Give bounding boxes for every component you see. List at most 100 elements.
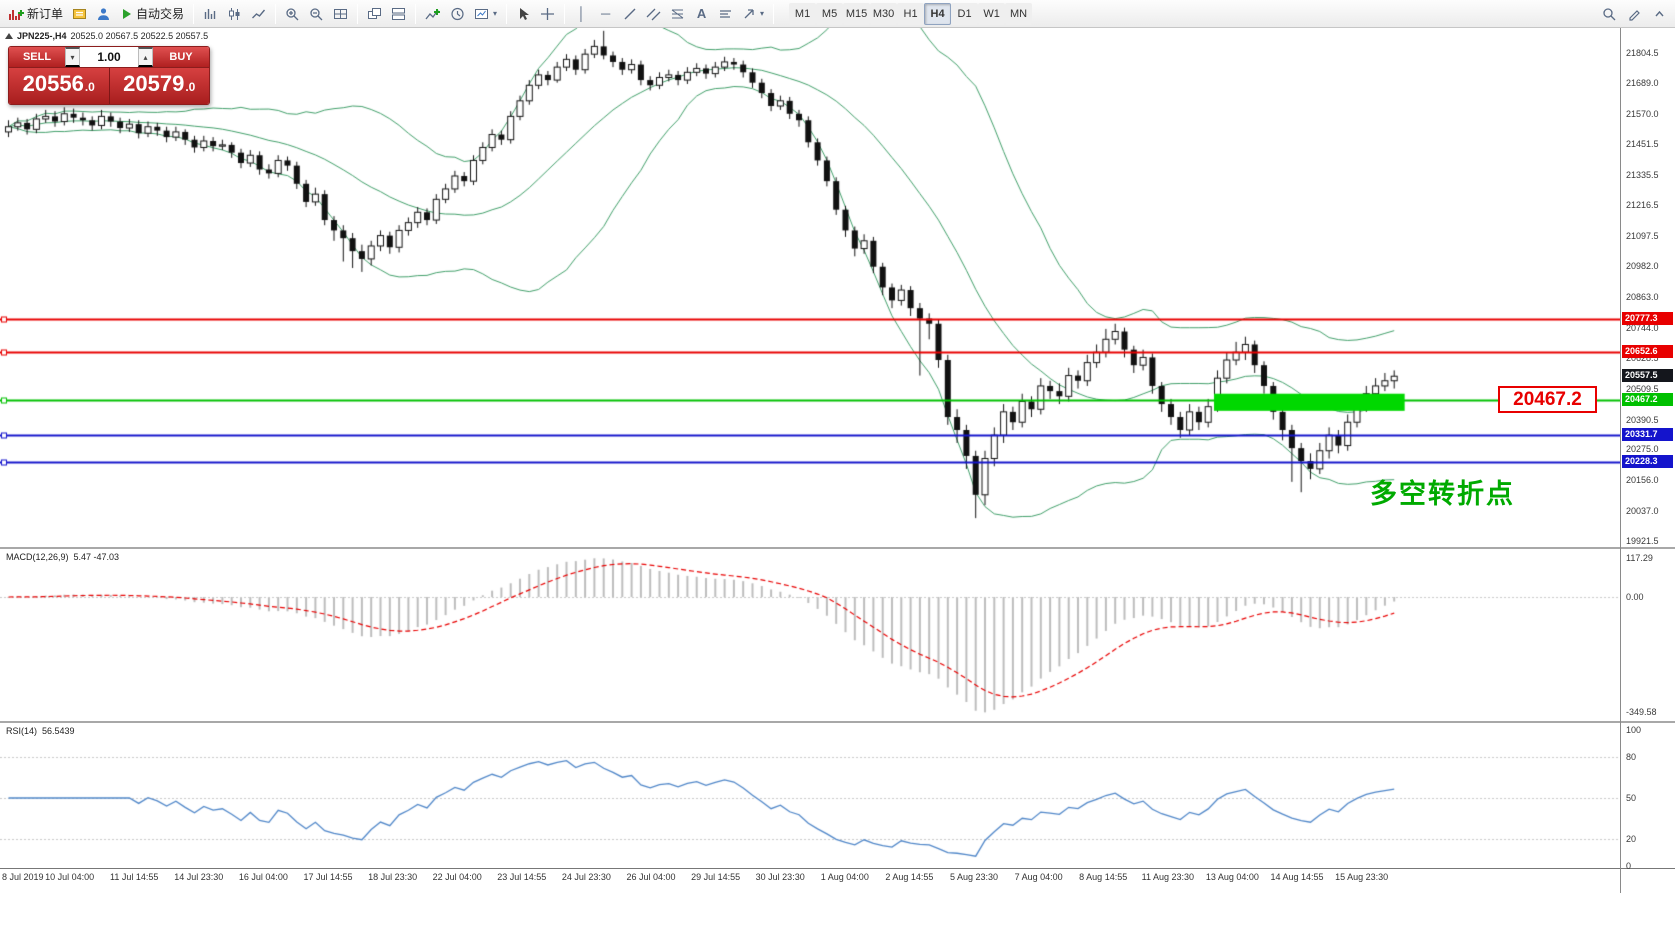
cycles-button[interactable] <box>446 2 469 25</box>
cursor-icon <box>520 7 530 20</box>
macd-panel-canvas[interactable] <box>0 549 1620 721</box>
price-tick-label: 21216.5 <box>1626 200 1659 211</box>
turning-point-note[interactable]: 多空转折点 <box>1370 479 1515 509</box>
cascade-windows-icon <box>368 7 382 19</box>
templates-button[interactable]: ▾ <box>470 2 501 25</box>
trendline-icon <box>624 8 636 19</box>
line-chart-button[interactable] <box>247 2 270 25</box>
one-click-trade-panel: SELL ▾ 1.00 ▴ BUY 20556.0 20579.0 <box>8 46 210 105</box>
level-price-tag: 20331.7 <box>1622 427 1673 441</box>
price-tick-label: 21451.5 <box>1626 139 1659 150</box>
candle-chart-button[interactable] <box>223 2 246 25</box>
price-tick-label: 21570.0 <box>1626 108 1659 119</box>
cursor-button[interactable] <box>512 2 535 25</box>
level-price-tag: 20467.2 <box>1622 392 1673 406</box>
search-button[interactable] <box>1598 2 1621 25</box>
date-tick-label: 15 Aug 23:30 <box>1335 872 1389 882</box>
crosshair-button[interactable] <box>536 2 559 25</box>
date-tick-label: 23 Jul 14:55 <box>497 872 547 882</box>
price-tick-label: 20037.0 <box>1626 506 1659 517</box>
buy-button[interactable]: BUY <box>153 47 209 67</box>
fibonacci-button[interactable] <box>666 2 689 25</box>
channel-icon <box>646 8 661 20</box>
timeframe-button-m30[interactable]: M30 <box>870 2 898 25</box>
timeframe-button-w1[interactable]: W1 <box>978 2 1006 25</box>
new-order-icon <box>9 9 24 20</box>
autotrade-button[interactable]: 自动交易 <box>116 2 188 25</box>
price-tick-label: 20275.0 <box>1626 444 1659 455</box>
horizontal-line-icon: ─ <box>600 6 611 21</box>
sell-button[interactable]: SELL <box>9 47 65 67</box>
price-axis-line[interactable] <box>1620 28 1621 893</box>
tile-windows-button[interactable] <box>329 2 352 25</box>
date-tick-label: 26 Jul 04:00 <box>626 872 676 882</box>
timeframe-button-h1[interactable]: H1 <box>897 2 925 25</box>
price-tick-label: 20628.5 <box>1626 352 1659 363</box>
rsi-name: RSI(14) <box>6 726 38 736</box>
price-callout-label[interactable]: 20467.2 <box>1498 386 1597 413</box>
macd-label: MACD(12,26,9) 5.47 -47.03 <box>6 552 124 562</box>
rsi-scale-label: 20 <box>1626 833 1637 844</box>
volume-increase-button[interactable]: ▴ <box>138 47 153 67</box>
trendline-button[interactable] <box>618 2 641 25</box>
price-tick-label: 19921.5 <box>1626 536 1659 547</box>
macd-scale-label: 117.29 <box>1626 553 1653 564</box>
text-button[interactable]: A <box>690 2 713 25</box>
date-tick-label: 22 Jul 04:00 <box>432 872 482 882</box>
text-label-button[interactable] <box>714 2 737 25</box>
timeframe-button-mn[interactable]: MN <box>1005 2 1033 25</box>
sell-price[interactable]: 20556.0 <box>9 68 109 104</box>
volume-input[interactable]: 1.00 <box>80 47 138 67</box>
channel-button[interactable] <box>642 2 665 25</box>
edit-button[interactable] <box>1623 2 1646 25</box>
cascade-windows-button[interactable] <box>363 2 386 25</box>
timeframe-button-m1[interactable]: M1 <box>789 2 817 25</box>
timeframe-button-m5[interactable]: M5 <box>816 2 844 25</box>
date-tick-label: 8 Jul 2019 <box>2 872 44 882</box>
horizontal-line-button[interactable]: ─ <box>594 2 617 25</box>
buy-price[interactable]: 20579.0 <box>109 68 209 104</box>
rsi-label: RSI(14) 56.5439 <box>6 726 80 736</box>
level-price-tag: 20777.3 <box>1622 312 1673 326</box>
arrange-windows-button[interactable] <box>387 2 410 25</box>
price-tick-label: 20509.5 <box>1626 383 1659 394</box>
price-tick-label: 21097.5 <box>1626 231 1659 242</box>
pencil-icon <box>1629 9 1640 21</box>
panel-separator[interactable] <box>0 721 1675 723</box>
zoom-out-button[interactable] <box>305 2 328 25</box>
arrows-button[interactable]: ▾ <box>738 2 768 25</box>
rsi-panel-canvas[interactable] <box>0 723 1620 868</box>
search-icon <box>1603 7 1616 20</box>
collapse-toolbar-button[interactable] <box>1648 2 1671 25</box>
timeframe-button-d1[interactable]: D1 <box>951 2 979 25</box>
timeframe-button-h4[interactable]: H4 <box>924 2 952 25</box>
toolbar-separator <box>773 3 775 24</box>
rsi-scale-label: 0 <box>1626 861 1632 871</box>
indicators-button[interactable] <box>421 2 445 25</box>
macd-name: MACD(12,26,9) <box>6 552 69 562</box>
vertical-line-button[interactable]: │ <box>570 2 593 25</box>
user-icon <box>98 7 110 20</box>
bar-chart-button[interactable] <box>199 2 222 25</box>
price-chart-canvas[interactable] <box>0 28 1620 547</box>
date-tick-label: 10 Jul 04:00 <box>45 872 95 882</box>
volume-decrease-button[interactable]: ▾ <box>65 47 80 67</box>
market-watch-button[interactable] <box>68 2 91 25</box>
date-tick-label: 13 Aug 04:00 <box>1205 872 1259 882</box>
price-tick-label: 20390.5 <box>1626 414 1659 425</box>
fibonacci-icon <box>671 9 684 18</box>
toolbar-separator <box>275 3 277 24</box>
price-decimal: .0 <box>185 80 196 94</box>
arrange-windows-icon <box>392 7 406 20</box>
timeframe-button-m15[interactable]: M15 <box>843 2 871 25</box>
accounts-button[interactable] <box>92 2 115 25</box>
arrow-icon <box>744 8 754 18</box>
level-price-tag: 20228.3 <box>1622 454 1673 468</box>
panel-separator[interactable] <box>0 547 1675 549</box>
date-tick-label: 5 Aug 23:30 <box>949 872 999 882</box>
date-tick-label: 18 Jul 23:30 <box>368 872 418 882</box>
trade-prices-row: 20556.0 20579.0 <box>9 68 209 104</box>
zoom-in-button[interactable] <box>281 2 304 25</box>
new-order-button[interactable]: 新订单 <box>4 2 67 25</box>
